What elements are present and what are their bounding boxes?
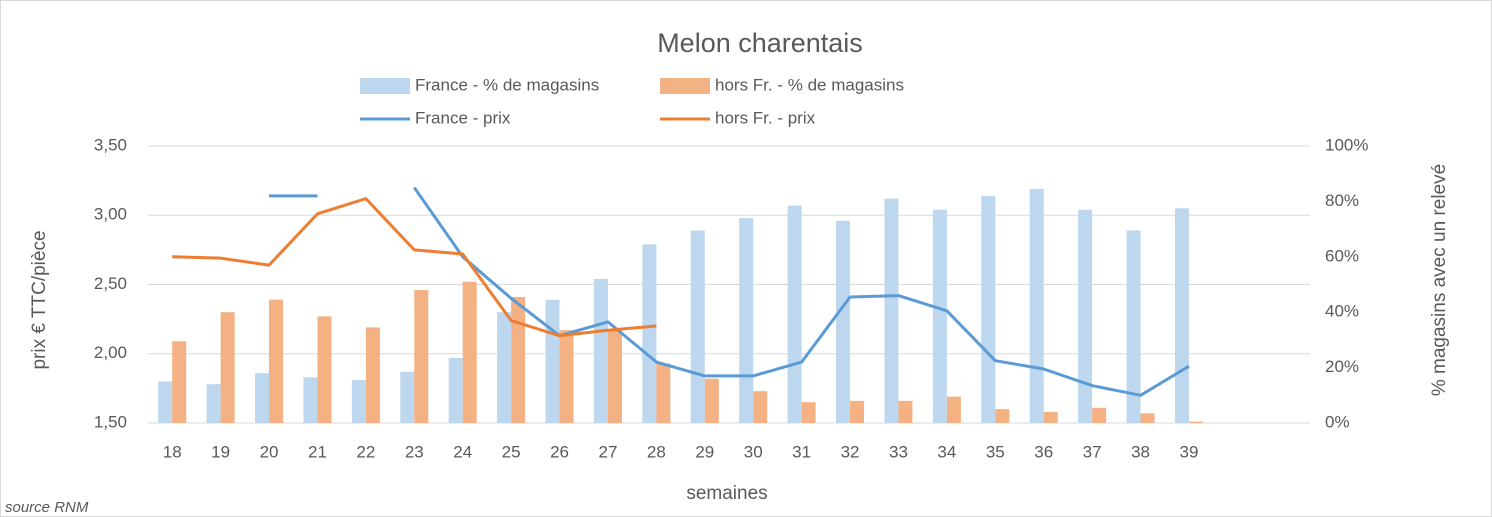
source-note: source RNM — [5, 499, 89, 516]
bar — [317, 316, 332, 423]
bar — [884, 198, 899, 423]
y2-tick-label: 0% — [1325, 412, 1350, 431]
x-tick-label: 21 — [308, 442, 327, 461]
x-tick-label: 18 — [163, 442, 182, 461]
bar — [1029, 188, 1044, 423]
bar — [932, 209, 947, 423]
bar — [1078, 209, 1093, 423]
x-tick-label: 20 — [260, 442, 279, 461]
bar — [898, 400, 913, 423]
x-tick-label: 34 — [937, 442, 956, 461]
bar — [704, 378, 719, 423]
bar — [559, 330, 574, 423]
bar — [462, 281, 477, 423]
bar — [1140, 413, 1155, 423]
line — [269, 186, 1190, 397]
bar — [220, 312, 235, 423]
bar — [545, 299, 560, 423]
legend-label: hors Fr. - % de magasins — [715, 75, 904, 94]
x-axis-label: semaines — [686, 483, 767, 504]
x-tick-label: 33 — [889, 442, 908, 461]
bar — [995, 409, 1010, 423]
x-tick-label: 25 — [502, 442, 521, 461]
x-tick-label: 30 — [744, 442, 763, 461]
y-tick-label: 3,50 — [94, 135, 127, 154]
bar — [1174, 208, 1189, 423]
bar — [1188, 421, 1203, 423]
bar — [1126, 230, 1141, 423]
chart-title: Melon charentais — [657, 28, 863, 58]
bar — [593, 278, 608, 423]
y2-tick-label: 20% — [1325, 357, 1359, 376]
bar — [206, 384, 221, 423]
x-tick-label: 35 — [986, 442, 1005, 461]
x-tick-label: 19 — [211, 442, 230, 461]
x-tick-label: 37 — [1083, 442, 1102, 461]
bar — [946, 396, 961, 423]
bar — [753, 391, 768, 423]
bar — [607, 330, 622, 423]
y2-tick-label: 60% — [1325, 246, 1359, 265]
bar — [690, 230, 705, 423]
y-tick-label: 3,00 — [94, 205, 127, 224]
bar — [836, 220, 851, 423]
bar — [269, 299, 284, 423]
line — [172, 197, 657, 338]
bar — [642, 244, 657, 423]
y2-axis-label: % magasins avec un relevé — [1429, 164, 1450, 396]
bar — [351, 380, 366, 423]
bar — [365, 327, 380, 423]
x-tick-label: 29 — [695, 442, 714, 461]
bar — [511, 296, 526, 423]
x-tick-label: 38 — [1131, 442, 1150, 461]
bar — [400, 371, 415, 423]
y2-tick-label: 80% — [1325, 191, 1359, 210]
legend-swatch — [660, 78, 710, 94]
legend-label: France - prix — [415, 108, 511, 127]
y-tick-label: 1,50 — [94, 412, 127, 431]
bar — [448, 357, 463, 423]
x-tick-label: 32 — [841, 442, 860, 461]
bar — [1092, 407, 1107, 423]
x-tick-label: 24 — [453, 442, 472, 461]
bar — [739, 218, 754, 423]
x-tick-label: 36 — [1034, 442, 1053, 461]
bar — [801, 402, 816, 423]
y-axis-label: prix € TTC/pièce — [29, 230, 50, 369]
legend-label: France - % de magasins — [415, 75, 599, 94]
bar — [414, 290, 429, 423]
y2-tick-label: 40% — [1325, 302, 1359, 321]
x-tick-label: 39 — [1179, 442, 1198, 461]
legend-swatch — [360, 78, 410, 94]
bar — [497, 312, 512, 423]
bar — [981, 195, 996, 423]
y2-tick-label: 100% — [1325, 135, 1368, 154]
bar — [158, 381, 173, 423]
bar — [1043, 411, 1058, 423]
y-tick-label: 2,50 — [94, 274, 127, 293]
x-tick-label: 26 — [550, 442, 569, 461]
y-tick-label: 2,00 — [94, 343, 127, 362]
bar — [172, 341, 187, 423]
bar — [787, 205, 802, 423]
x-tick-label: 23 — [405, 442, 424, 461]
x-tick-label: 27 — [598, 442, 617, 461]
legend-label: hors Fr. - prix — [715, 108, 816, 127]
bar — [255, 373, 270, 423]
x-tick-label: 31 — [792, 442, 811, 461]
bar — [303, 377, 318, 423]
bar — [850, 400, 865, 423]
bar — [656, 363, 671, 423]
x-tick-label: 28 — [647, 442, 666, 461]
x-tick-label: 22 — [356, 442, 375, 461]
